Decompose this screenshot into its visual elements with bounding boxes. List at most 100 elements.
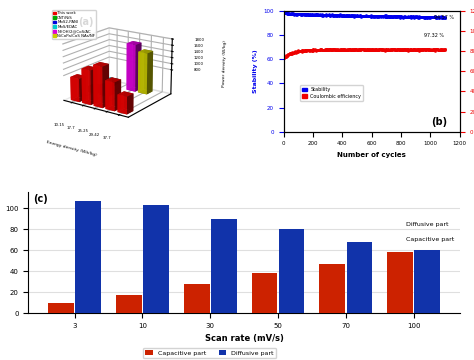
Point xyxy=(292,12,300,17)
Point xyxy=(365,13,373,19)
Point xyxy=(370,48,377,53)
Point xyxy=(376,46,384,52)
Point xyxy=(285,11,293,17)
Point xyxy=(392,47,400,53)
Point xyxy=(350,13,358,19)
Point xyxy=(298,49,306,55)
Point xyxy=(309,12,317,17)
Point xyxy=(438,47,446,53)
Y-axis label: Stability (%): Stability (%) xyxy=(253,49,258,93)
Point xyxy=(434,46,441,52)
Bar xyxy=(48,303,74,313)
Point xyxy=(426,47,433,53)
Point xyxy=(346,47,353,53)
Point xyxy=(293,12,301,18)
Point xyxy=(402,14,410,20)
Point xyxy=(396,47,403,53)
Point xyxy=(357,13,365,18)
Point xyxy=(411,14,419,20)
Point xyxy=(394,46,402,52)
Point xyxy=(357,14,365,19)
Point xyxy=(356,46,363,51)
Point xyxy=(341,13,348,18)
Point xyxy=(387,46,395,52)
Point xyxy=(281,54,289,60)
Point xyxy=(358,13,365,19)
Point xyxy=(330,46,338,52)
Point xyxy=(433,15,440,21)
Point xyxy=(409,46,416,52)
Point xyxy=(435,14,442,20)
Point xyxy=(438,15,446,21)
Point xyxy=(353,47,361,53)
Point xyxy=(358,46,365,52)
Point xyxy=(288,11,295,17)
Point xyxy=(405,48,412,53)
Point xyxy=(437,46,444,52)
Point xyxy=(303,48,311,53)
Point xyxy=(292,12,300,17)
Point xyxy=(418,46,426,52)
Point xyxy=(365,47,373,53)
Point xyxy=(319,13,326,18)
Point xyxy=(383,14,391,20)
Point xyxy=(429,46,437,52)
Point xyxy=(349,47,356,53)
Point xyxy=(316,12,323,18)
Point xyxy=(324,46,331,51)
Point xyxy=(334,12,342,18)
Point xyxy=(365,13,372,19)
Point xyxy=(390,46,398,52)
Point xyxy=(347,13,355,19)
Point xyxy=(305,47,312,53)
Point xyxy=(393,46,401,52)
Point xyxy=(327,46,335,52)
Point xyxy=(437,48,445,53)
Point xyxy=(290,49,297,55)
Point xyxy=(410,14,418,20)
Point xyxy=(438,47,446,53)
Point xyxy=(414,14,421,20)
Point xyxy=(329,47,337,53)
Point xyxy=(343,47,351,53)
Point xyxy=(286,51,293,57)
Point xyxy=(352,46,359,52)
Point xyxy=(318,48,326,53)
Point xyxy=(394,13,402,19)
Point xyxy=(379,13,387,19)
Point xyxy=(377,14,384,19)
Point xyxy=(345,13,353,19)
Point xyxy=(377,13,385,19)
Point xyxy=(285,51,292,57)
Point xyxy=(418,14,425,20)
Point xyxy=(350,46,357,52)
Point xyxy=(401,14,409,20)
Point xyxy=(394,46,402,52)
Point xyxy=(324,12,332,18)
Point xyxy=(389,13,397,19)
Point xyxy=(403,14,410,20)
Point xyxy=(397,13,404,19)
Point xyxy=(363,46,371,51)
Point xyxy=(401,14,408,20)
Point xyxy=(337,47,344,53)
Point xyxy=(326,46,333,52)
Point xyxy=(414,14,421,20)
Point xyxy=(331,46,339,52)
Point xyxy=(355,13,362,19)
Bar xyxy=(184,284,210,313)
Point xyxy=(384,46,392,52)
Point xyxy=(370,14,377,19)
Point xyxy=(353,47,361,53)
Point xyxy=(287,11,294,17)
Point xyxy=(431,46,438,51)
Point xyxy=(374,13,382,19)
Point xyxy=(359,46,367,52)
Point xyxy=(389,14,396,19)
Point xyxy=(437,14,444,20)
X-axis label: Energy density (Wh/kg): Energy density (Wh/kg) xyxy=(46,140,97,157)
Point xyxy=(351,13,359,19)
Point xyxy=(397,13,404,19)
Point xyxy=(406,14,413,19)
Point xyxy=(317,46,325,52)
